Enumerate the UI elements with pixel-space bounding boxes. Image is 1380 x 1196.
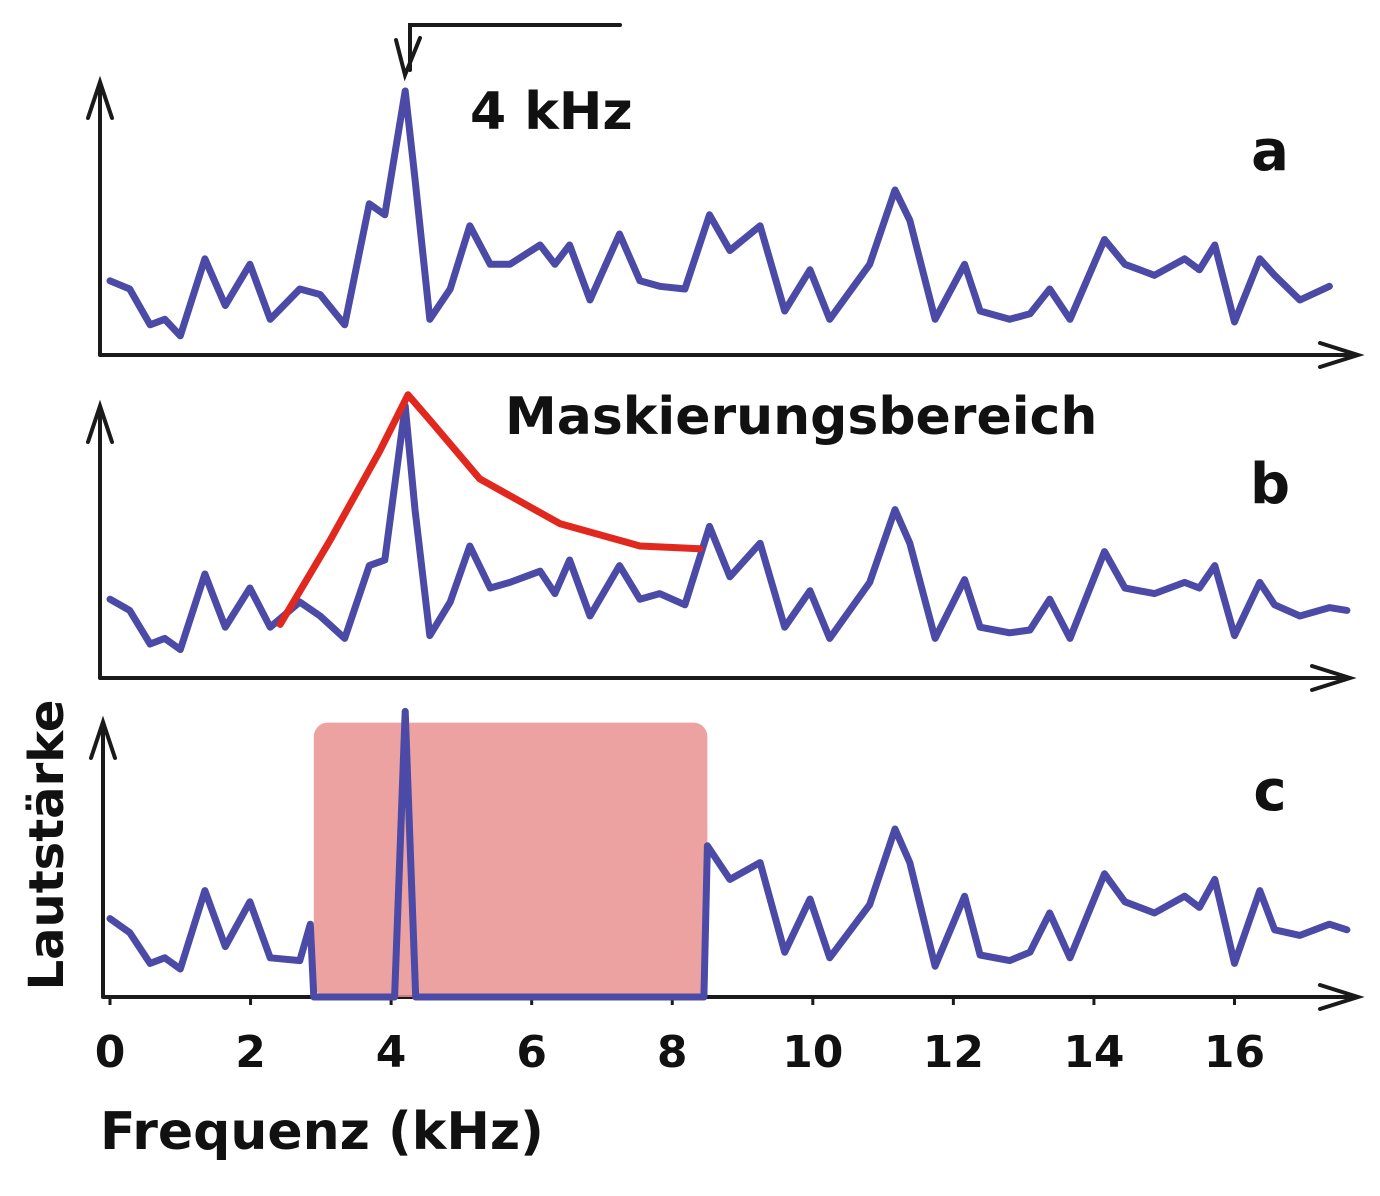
x-tick-label: 12 [923,1027,984,1078]
axes-b [86,399,1357,692]
spectrum-line [106,707,1351,1001]
masked-region [313,722,708,997]
spectrum-line [106,87,1333,340]
panel-label: a [1251,119,1289,184]
spectrum-line [106,402,1351,654]
x-tick-label: 10 [782,1027,843,1078]
x-axis-label: Frequenz (kHz) [100,1102,544,1162]
x-tick-label: 6 [516,1027,547,1078]
annotation-arrow [394,23,622,82]
x-tick-label: 14 [1063,1027,1124,1078]
annotation: 4 kHz [470,82,633,142]
spectrum-line [276,391,704,628]
x-tick-label: 0 [95,1027,126,1078]
axes-c [89,715,1365,1011]
panel-label: c [1253,759,1286,824]
x-tick-label: 2 [235,1027,266,1078]
axes [86,23,1365,1011]
x-tick-label: 4 [376,1027,407,1078]
y-axis-label: Lautstärke [19,700,75,991]
x-tick-label: 8 [657,1027,688,1078]
x-tick-label: 16 [1204,1027,1265,1078]
annotation: Maskierungsbereich [505,387,1097,447]
panel-label: b [1250,452,1290,517]
axes-a [86,75,1365,369]
